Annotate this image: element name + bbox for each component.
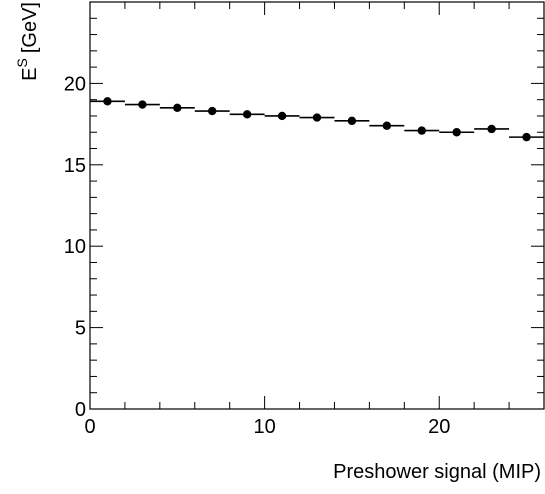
data-point: [382, 121, 392, 130]
x-tick-label: 0: [84, 416, 95, 438]
y-axis-title-main: E: [19, 67, 41, 80]
y-axis-title: ES [GeV]: [14, 2, 41, 81]
x-tick-label: 10: [253, 416, 275, 438]
data-point: [452, 128, 461, 137]
axis-ticks: [89, 1, 545, 410]
data-point: [138, 100, 147, 109]
data-point: [312, 113, 322, 122]
data-point: [173, 103, 182, 113]
y-tick-label: 10: [64, 236, 86, 258]
data-point: [417, 126, 426, 135]
y-tick-label: 5: [75, 318, 86, 340]
data-markers: [90, 97, 544, 142]
y-tick-label: 20: [64, 73, 86, 95]
x-axis-title: Preshower signal (MIP): [333, 461, 541, 483]
data-point: [487, 124, 496, 134]
x-tick-label: 20: [428, 416, 450, 438]
plot-frame: [89, 1, 545, 410]
data-point: [103, 97, 112, 106]
data-point: [522, 132, 531, 142]
data-point: [277, 111, 287, 121]
data-point: [347, 116, 357, 126]
y-axis-title-superscript: S: [14, 58, 30, 67]
y-axis-title-unit: [GeV]: [19, 2, 41, 53]
y-tick-label: 0: [75, 399, 86, 421]
data-point: [242, 110, 252, 119]
y-tick-label: 15: [64, 155, 86, 177]
tick-labels: 0 10 20 0 5 10 15 20: [64, 73, 451, 438]
data-point: [208, 106, 217, 116]
